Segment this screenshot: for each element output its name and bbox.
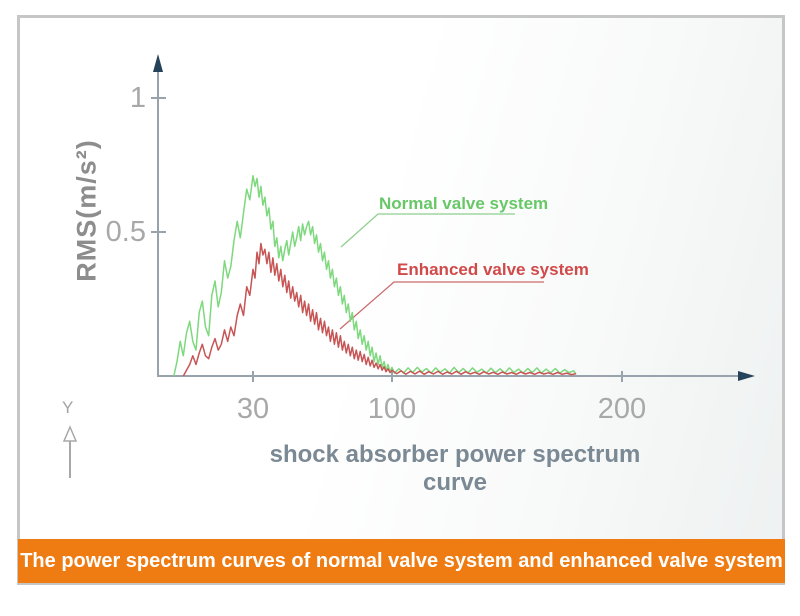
legend-normal-valve-system: Normal valve system: [379, 194, 549, 213]
y-axis-label: RMS(m/s²): [71, 139, 102, 282]
x-tick-label-200: 200: [597, 393, 647, 425]
normal-legend-leader-line: [340, 213, 515, 248]
spectrum-curves: [173, 174, 577, 377]
enhanced-legend-leader-line: [339, 281, 544, 330]
y-marker-arrow-icon: [62, 425, 78, 442]
y-marker-label: Y: [62, 398, 74, 417]
y-tick-label-0-5: 0.5: [105, 216, 146, 248]
curve-normal-valve-system: [173, 174, 577, 377]
x-tick-label-30: 30: [236, 393, 270, 425]
x-tick-label-100: 100: [367, 393, 417, 425]
x-axis-arrow-icon: [738, 371, 755, 381]
y-tick-label-1: 1: [129, 82, 146, 114]
legend-enhanced-valve-system: Enhanced valve system: [397, 260, 589, 279]
caption-banner: The power spectrum curves of normal valv…: [18, 539, 785, 583]
axis-ticks: [151, 97, 623, 382]
x-axis-title: shock absorber power spectrum curve: [269, 441, 641, 496]
y-axis-arrow-icon: [153, 54, 163, 72]
chart-frame: [17, 15, 785, 585]
curve-enhanced-valve-system: [182, 242, 577, 377]
